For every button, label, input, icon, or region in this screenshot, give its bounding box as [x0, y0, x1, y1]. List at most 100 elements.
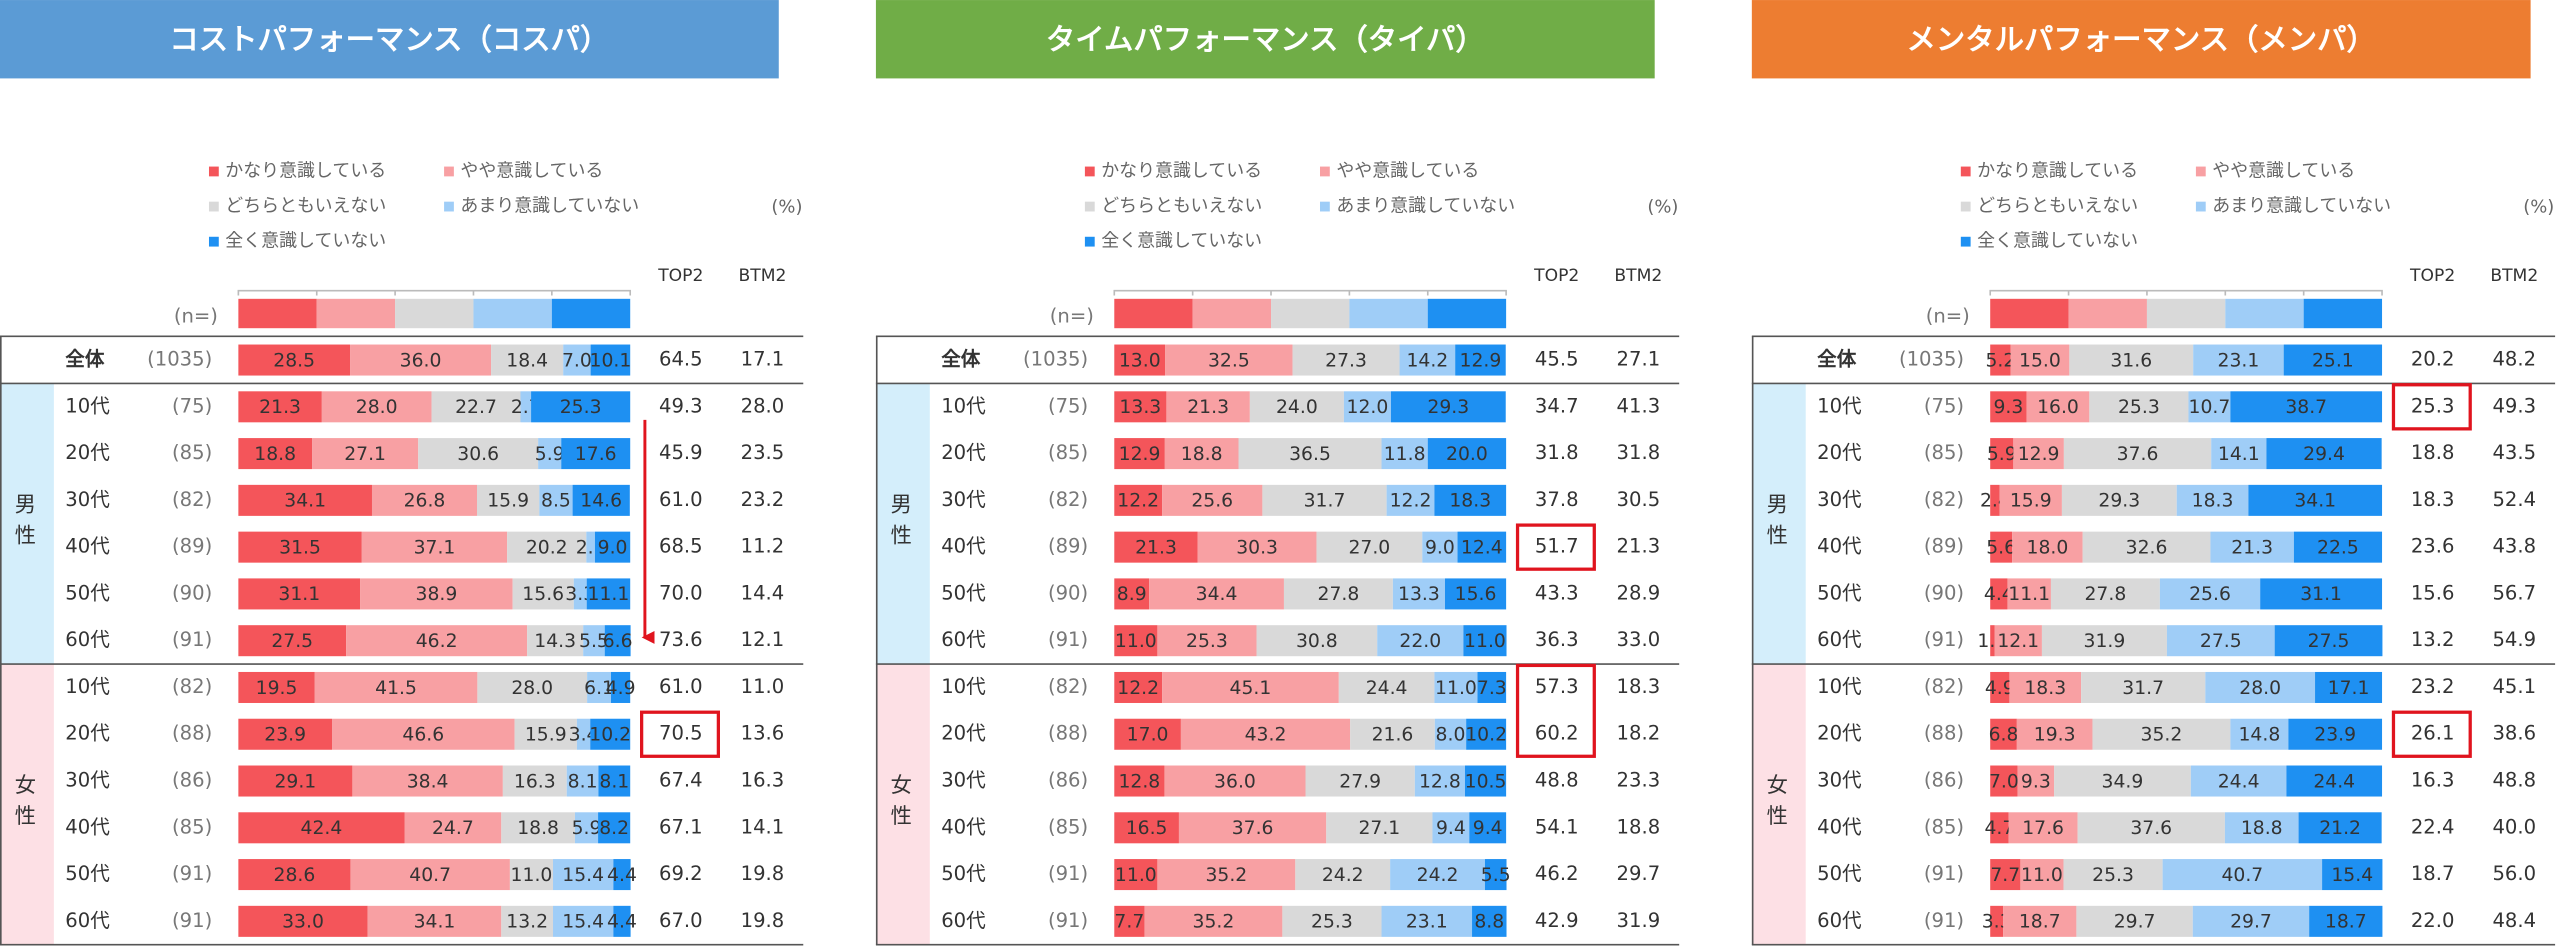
segment-label: 27.8 [1318, 584, 1360, 605]
top2-value: 25.3 [2411, 394, 2455, 417]
bar-segment [491, 344, 564, 376]
bar-segment [1422, 531, 1458, 563]
segment-label: 31.1 [278, 584, 320, 605]
top2-value: 45.9 [659, 441, 703, 464]
segment-label: 5.5 [579, 631, 609, 652]
segment-label: 24.2 [1417, 865, 1459, 886]
category-label: 20代 [941, 722, 986, 745]
segment-label: 28.0 [356, 397, 398, 418]
category-label: 20代 [1817, 722, 1862, 745]
key-swatch [395, 298, 474, 329]
top2-value: 60.2 [1535, 722, 1579, 745]
bar-segment [576, 718, 591, 750]
segment-label: 17.6 [575, 444, 617, 465]
bar-segment [2205, 671, 2316, 703]
btm2-value: 19.8 [741, 909, 785, 932]
n-value: (89) [1924, 535, 1964, 558]
bar-segment [1114, 531, 1198, 563]
category-label: 50代 [941, 581, 986, 604]
bar-segment [586, 578, 631, 610]
category-label: 30代 [1817, 769, 1862, 792]
segment-label: 12.8 [1419, 771, 1461, 792]
segment-label: 11.0 [2021, 865, 2063, 886]
btm2-value: 43.8 [2492, 535, 2536, 558]
bar-segment [2016, 718, 2093, 750]
column-header: BTM2 [739, 266, 787, 286]
btm2-value: 18.2 [1617, 722, 1661, 745]
segment-label: 18.8 [517, 818, 559, 839]
column-header: TOP2 [657, 266, 703, 286]
bar-segment [238, 344, 351, 376]
bar-segment [1157, 859, 1296, 891]
btm2-value: 31.8 [1617, 441, 1661, 464]
btm2-value: 18.3 [1617, 675, 1661, 698]
category-label: 10代 [65, 675, 110, 698]
bar-segment [2166, 625, 2275, 657]
n-value: (75) [1048, 394, 1088, 417]
category-label: 30代 [65, 488, 110, 511]
n-value: (82) [1924, 488, 1964, 511]
bar-segment [1238, 438, 1382, 470]
segment-label: 8.0 [1436, 725, 1466, 746]
bar-segment [1390, 391, 1506, 423]
segment-label: 18.3 [2024, 678, 2066, 699]
segment-label: 31.5 [279, 537, 321, 558]
n-value: (85) [1924, 441, 1964, 464]
bar-segment [1990, 812, 2009, 844]
bar-segment [1114, 625, 1158, 657]
segment-label: 15.4 [562, 865, 604, 886]
segment-label: 29.1 [274, 771, 316, 792]
segment-label: 31.1 [2300, 584, 2342, 605]
segment-label: 6.6 [603, 631, 633, 652]
n-value: (91) [172, 628, 212, 651]
category-label: 40代 [1817, 815, 1862, 838]
bar-segment [1114, 905, 1145, 937]
segment-label: 12.2 [1117, 491, 1159, 512]
category-label: 40代 [65, 815, 110, 838]
bar-segment [2012, 531, 2083, 563]
bar-segment [1283, 578, 1393, 610]
bar-segment [590, 718, 631, 750]
bar-segment [2009, 671, 2082, 703]
bar-segment [1457, 531, 1507, 563]
segment-label: 18.3 [2192, 491, 2234, 512]
key-swatch [473, 298, 552, 329]
btm2-value: 28.9 [1617, 581, 1661, 604]
bar-segment [360, 578, 513, 610]
segment-label: 32.6 [2126, 537, 2168, 558]
bar-segment [1162, 671, 1339, 703]
btm2-value: 11.2 [741, 535, 785, 558]
highlight-box [1515, 523, 1596, 571]
bar-segment [2193, 344, 2284, 376]
bar-segment [1414, 765, 1465, 797]
segment-label: 7.3 [1477, 678, 1507, 699]
bar-segment [2176, 484, 2249, 516]
n-value: (88) [172, 722, 212, 745]
segment-label: 16.5 [1126, 818, 1168, 839]
segment-label: 24.0 [1276, 397, 1318, 418]
bar-segment [2010, 344, 2070, 376]
category-label: 10代 [941, 675, 986, 698]
segment-label: 6.8 [1989, 725, 2019, 746]
legend-marker [1960, 166, 1971, 177]
legend-label: かなり意識している [1101, 160, 1262, 181]
n-value: (88) [1048, 722, 1088, 745]
segment-label: 12.8 [1118, 771, 1160, 792]
top2-value: 67.4 [659, 769, 703, 792]
bar-segment [238, 484, 372, 516]
legend-label: やや意識している [2212, 160, 2355, 181]
segment-label: 20.2 [526, 537, 568, 558]
bar-segment [1164, 438, 1239, 470]
bar-segment [1994, 625, 2042, 657]
legend-label: 全く意識していない [225, 231, 386, 252]
title-banner [875, 0, 1655, 79]
category-label: 60代 [1817, 628, 1862, 651]
bar-segment [238, 578, 361, 610]
btm2-value: 21.3 [1617, 535, 1661, 558]
bar-segment [1114, 391, 1167, 423]
segment-label: 42.4 [301, 818, 343, 839]
segment-label: 7.0 [562, 350, 592, 371]
bar-segment [2315, 671, 2383, 703]
bar-segment [312, 438, 419, 470]
legend-label: あまり意識していない [2212, 196, 2391, 217]
